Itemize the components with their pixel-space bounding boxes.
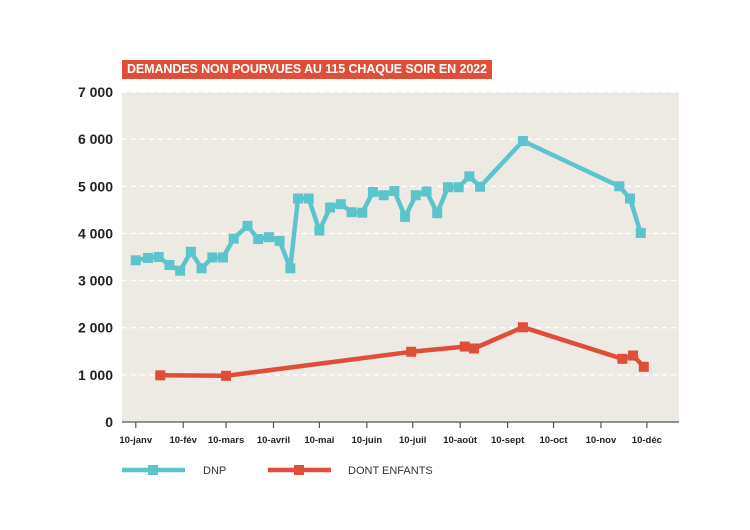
- y-tick-label: 4 000: [78, 225, 113, 241]
- x-tick-label: 10-fév: [169, 435, 197, 446]
- x-axis: 10-janv 10-fév 10-mars 10-avril 10-mai 10-jui…: [119, 421, 679, 446]
- data-point-enfants: [459, 341, 470, 352]
- y-tick-label: 3 000: [78, 273, 113, 289]
- plot-area: [122, 92, 679, 422]
- x-tick-label: 10-juin: [352, 435, 383, 446]
- data-point-dnp: [357, 207, 368, 218]
- data-point-dnp: [196, 263, 207, 274]
- data-point-dnp: [635, 227, 646, 238]
- x-tick-label: 10-mai: [304, 435, 334, 446]
- data-point-enfants: [638, 361, 649, 372]
- y-tick-label: 6 000: [78, 131, 113, 147]
- legend: DNP DONT ENFANTS: [122, 465, 433, 477]
- legend-marker-dnp: [148, 465, 158, 475]
- data-point-dnp: [153, 252, 164, 262]
- data-point-dnp: [175, 265, 186, 276]
- data-point-dnp: [274, 235, 285, 246]
- x-tick-label: 10-oct: [540, 435, 569, 446]
- data-point-dnp: [442, 182, 453, 193]
- data-point-dnp: [378, 190, 389, 201]
- data-point-enfants: [221, 370, 232, 381]
- y-tick-label: 0: [105, 414, 113, 430]
- data-point-dnp: [314, 225, 325, 236]
- data-point-enfants: [155, 370, 166, 381]
- data-point-dnp: [253, 234, 264, 245]
- y-tick-label: 5 000: [78, 178, 113, 194]
- x-tick-label: 10-déc: [632, 435, 662, 446]
- data-point-dnp: [217, 252, 228, 263]
- data-point-enfants: [406, 346, 417, 357]
- series-enfants: [155, 322, 649, 381]
- x-tick-label: 10-janv: [119, 435, 152, 446]
- data-point-dnp: [303, 193, 314, 204]
- y-axis: 0 1 000 2 000 3 000 4 000 5 000 6 000 7 000: [78, 84, 113, 430]
- data-point-dnp: [207, 252, 218, 263]
- x-tick-label: 10-août: [443, 435, 478, 446]
- data-point-enfants: [517, 322, 528, 333]
- data-point-dnp: [453, 182, 464, 193]
- data-point-dnp: [325, 202, 336, 213]
- data-point-enfants: [628, 350, 639, 361]
- data-point-dnp: [367, 186, 378, 197]
- data-point-dnp: [164, 260, 175, 271]
- data-point-dnp: [421, 186, 432, 197]
- data-point-dnp: [517, 136, 528, 147]
- data-point-dnp: [130, 255, 141, 266]
- data-point-dnp: [143, 252, 154, 263]
- data-point-enfants: [617, 353, 628, 364]
- legend-marker-enfants: [294, 465, 304, 475]
- data-point-dnp: [263, 232, 274, 243]
- legend-label-enfants: DONT ENFANTS: [348, 465, 433, 477]
- data-point-dnp: [432, 208, 443, 219]
- x-tick-label: 10-avril: [257, 435, 290, 446]
- chart-title: DEMANDES NON POURVUES AU 115 CHAQUE SOIR…: [122, 60, 492, 79]
- data-point-dnp: [614, 181, 625, 192]
- data-point-enfants: [468, 343, 479, 354]
- y-tick-label: 1 000: [78, 367, 113, 383]
- data-point-dnp: [285, 263, 296, 274]
- y-tick-label: 2 000: [78, 320, 113, 336]
- x-tick-label: 10-nov: [586, 435, 617, 446]
- data-point-dnp: [410, 190, 421, 201]
- x-tick-label: 10-sept: [491, 435, 525, 446]
- series-dnp: [130, 136, 646, 276]
- data-point-dnp: [346, 207, 357, 218]
- series-layer: [130, 136, 649, 381]
- y-tick-label: 7 000: [78, 84, 113, 100]
- x-tick-label: 10-juil: [399, 435, 426, 446]
- data-point-dnp: [335, 199, 346, 210]
- data-point-dnp: [464, 171, 475, 182]
- data-point-dnp: [185, 246, 196, 257]
- data-point-dnp: [242, 220, 253, 231]
- data-point-dnp: [389, 186, 400, 196]
- x-tick-label: 10-mars: [208, 435, 244, 446]
- data-point-dnp: [228, 233, 239, 244]
- data-point-dnp: [292, 193, 303, 204]
- data-point-dnp: [400, 211, 411, 222]
- data-point-dnp: [625, 193, 636, 204]
- legend-label-dnp: DNP: [203, 465, 226, 477]
- data-point-dnp: [475, 181, 486, 192]
